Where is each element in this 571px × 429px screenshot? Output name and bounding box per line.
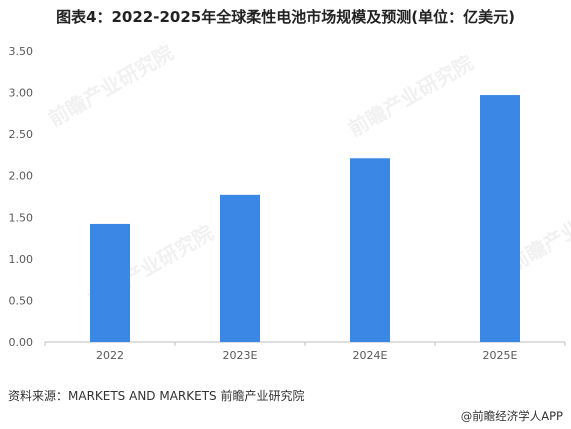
bar-2024E [350,158,390,342]
y-tick-label: 1.00 [9,253,34,266]
y-tick-label: 3.50 [9,45,34,58]
y-tick-label: 1.50 [9,211,34,224]
x-tick-label: 2022 [96,349,124,362]
bar-2023E [220,194,260,342]
y-tick-label: 0.00 [9,336,34,349]
x-tick-label: 2024E [353,349,388,362]
y-tick-label: 2.00 [9,170,34,183]
y-tick-label: 0.50 [9,294,34,307]
x-tick-label: 2023E [223,349,258,362]
y-tick-label: 3.00 [9,87,34,100]
bar-2025E [480,95,520,343]
x-tick-label: 2025E [483,349,518,362]
bar-2022 [90,223,130,342]
source-note: 资料来源：MARKETS AND MARKETS 前瞻产业研究院 [8,389,305,403]
credit-note: @前瞻经济学人APP [460,409,563,423]
chart-title: 图表4：2022-2025年全球柔性电池市场规模及预测(单位：亿美元) [56,8,515,26]
y-tick-label: 2.50 [9,128,34,141]
